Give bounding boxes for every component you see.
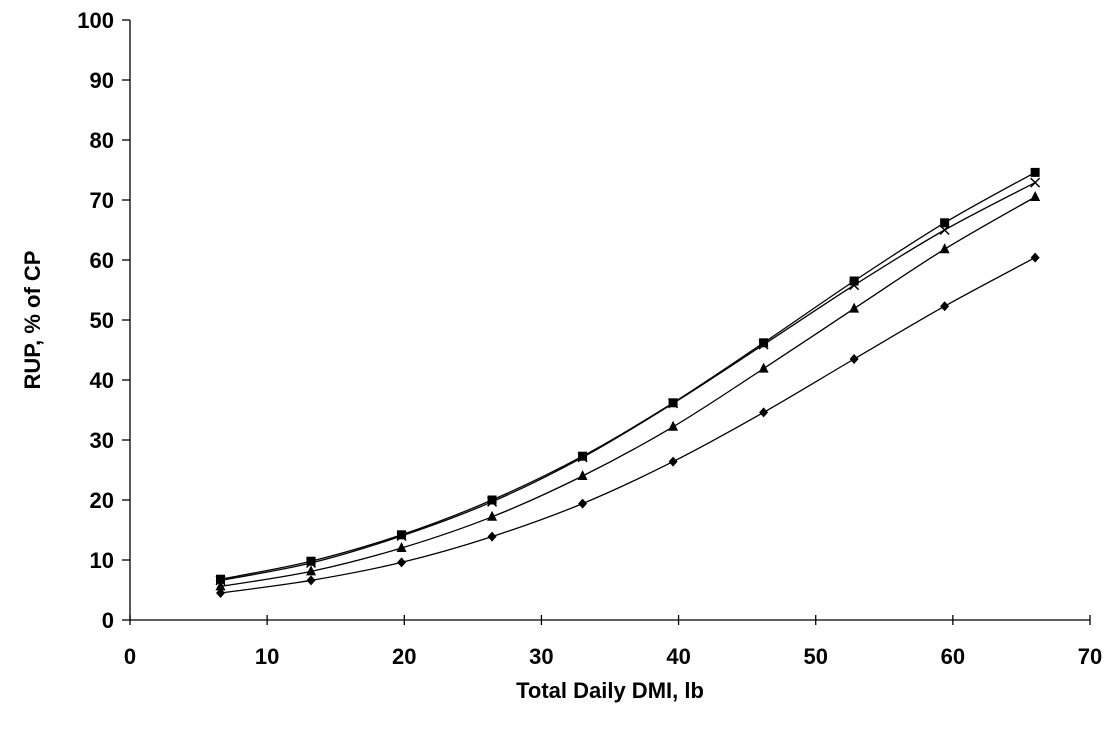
series-diamond <box>216 252 1040 598</box>
data-point-square <box>1030 167 1040 177</box>
data-point-square <box>668 398 678 408</box>
data-point-triangle <box>758 362 769 373</box>
data-point-square <box>849 276 859 286</box>
y-tick-label: 20 <box>90 488 114 513</box>
data-point-triangle <box>306 565 317 576</box>
y-tick-label: 40 <box>90 368 114 393</box>
y-tick-label: 60 <box>90 248 114 273</box>
data-point-x <box>1030 177 1041 188</box>
series-x <box>215 177 1041 586</box>
data-point-triangle <box>577 470 588 480</box>
x-tick-label: 10 <box>255 644 279 669</box>
data-point-square <box>940 218 950 228</box>
data-point-square <box>397 530 407 540</box>
series-line <box>220 171 1036 580</box>
data-point-triangle <box>849 302 860 313</box>
data-point-diamond <box>216 588 226 598</box>
series-group <box>215 167 1041 598</box>
data-point-diamond <box>668 456 678 467</box>
data-point-diamond <box>487 531 497 542</box>
data-point-diamond <box>578 498 588 509</box>
data-point-triangle <box>1030 191 1041 201</box>
y-tick-label: 90 <box>90 68 114 93</box>
x-tick-label: 40 <box>666 644 690 669</box>
axes <box>129 20 1090 621</box>
x-tick-label: 60 <box>941 644 965 669</box>
data-point-diamond <box>1030 252 1040 263</box>
data-point-diamond <box>849 354 859 364</box>
y-tick-label: 10 <box>90 548 114 573</box>
data-point-diamond <box>397 557 407 568</box>
y-tick-label: 50 <box>90 308 114 333</box>
data-point-square <box>487 495 497 505</box>
data-point-square <box>306 556 316 566</box>
data-point-triangle <box>939 243 950 254</box>
y-tick-label: 30 <box>90 428 114 453</box>
x-axis-label: Total Daily DMI, lb <box>516 678 704 703</box>
data-point-triangle <box>396 542 407 552</box>
tick-marks <box>122 19 1091 625</box>
y-tick-label: 70 <box>90 188 114 213</box>
data-point-triangle <box>487 510 498 521</box>
y-tick-label: 100 <box>77 8 114 33</box>
data-point-square <box>759 338 769 348</box>
series-line <box>220 196 1036 588</box>
series-line <box>220 257 1036 594</box>
series-square <box>216 167 1040 584</box>
series-triangle <box>215 191 1041 591</box>
x-tick-label: 70 <box>1078 644 1102 669</box>
data-point-diamond <box>306 575 316 586</box>
x-tick-label: 50 <box>803 644 827 669</box>
y-tick-label: 80 <box>90 128 114 153</box>
y-tick-label: 0 <box>102 608 114 633</box>
x-tick-label: 0 <box>124 644 136 669</box>
data-point-triangle <box>215 580 226 591</box>
x-tick-label: 20 <box>392 644 416 669</box>
data-point-diamond <box>940 301 950 312</box>
data-point-triangle <box>668 420 679 431</box>
data-point-square <box>578 451 588 461</box>
x-tick-label: 30 <box>529 644 553 669</box>
y-axis-label: RUP, % of CP <box>20 251 45 390</box>
data-point-square <box>216 574 226 584</box>
tick-labels: 0 10 20 30 40 50 60 70 80 90 100 0 10 20 30 40 50 60 70 <box>77 8 1102 669</box>
data-point-diamond <box>759 407 769 418</box>
